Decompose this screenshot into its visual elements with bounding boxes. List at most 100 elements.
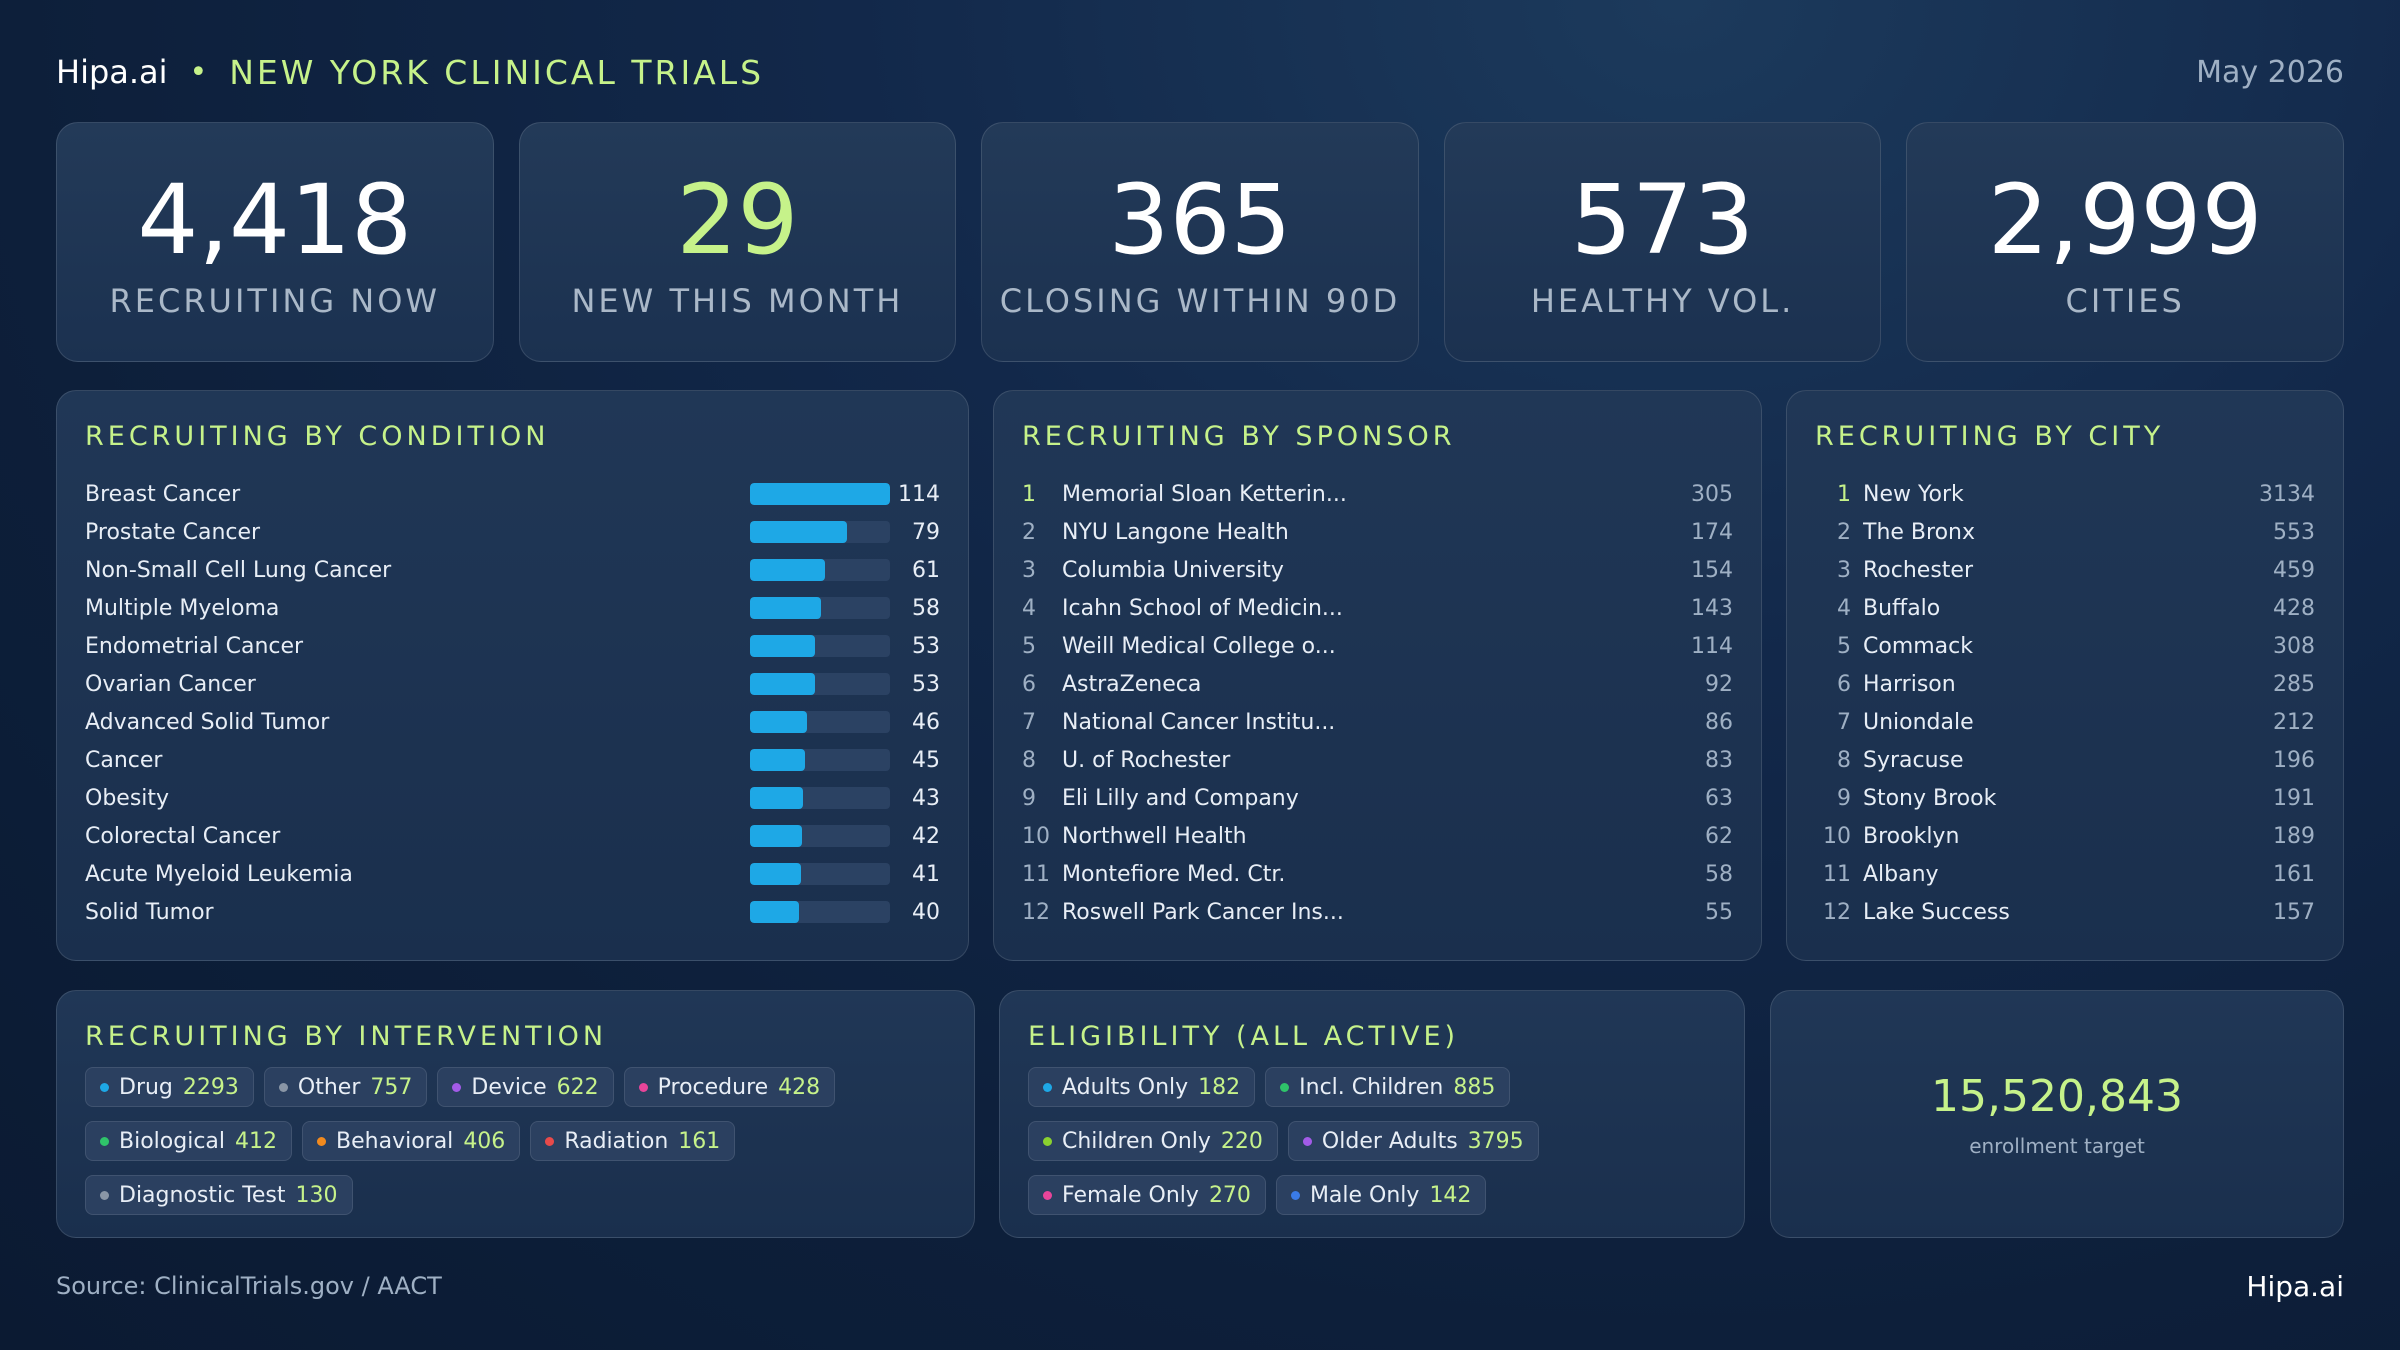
title-separator: • (189, 54, 208, 90)
sponsor-rank: 5 (1022, 633, 1036, 659)
chip-label: Drug (119, 1074, 173, 1100)
sponsor-name: U. of Rochester (1062, 747, 1231, 773)
condition-bar (750, 559, 826, 581)
city-count: 285 (2273, 671, 2315, 697)
sponsor-name: Weill Medical College o... (1062, 633, 1336, 659)
sponsor-rank: 8 (1022, 747, 1036, 773)
condition-bar-track (750, 521, 891, 543)
condition-bar-track (750, 711, 891, 733)
intervention-panel: RECRUITING BY INTERVENTION Drug 2293 Other… (56, 990, 975, 1238)
condition-row: Endometrial Cancer 53 (85, 627, 940, 665)
condition-name: Non-Small Cell Lung Cancer (85, 557, 392, 583)
chip-count: 182 (1198, 1074, 1241, 1100)
city-rank: 4 (1837, 595, 1851, 621)
intervention-chip: Biological 412 (85, 1121, 293, 1161)
condition-bar-track (750, 863, 891, 885)
condition-bar-track (750, 597, 891, 619)
sponsor-rank: 1 (1022, 481, 1036, 507)
condition-panel: RECRUITING BY CONDITION Breast Cancer 114… (56, 390, 969, 961)
condition-count: 61 (912, 557, 940, 583)
city-count: 161 (2273, 861, 2315, 887)
condition-count: 43 (912, 785, 940, 811)
kpi-card-healthy-vol: 573 HEALTHY VOL. (1443, 122, 1882, 362)
city-name: The Bronx (1863, 519, 1975, 545)
city-name: Buffalo (1863, 595, 1941, 621)
kpi-row: 4,418 RECRUITING NOW 29 NEW THIS MONTH 3… (56, 122, 2344, 362)
eligibility-panel: ELIGIBILITY (ALL ACTIVE) Adults Only 182 I… (999, 990, 1745, 1238)
city-row: 1 New York 3134 (1815, 475, 2315, 513)
condition-bar-track (750, 901, 891, 923)
page-title: NEW YORK CLINICAL TRIALS (229, 52, 765, 92)
sponsor-name: Northwell Health (1062, 823, 1247, 849)
sponsor-rank: 7 (1022, 709, 1036, 735)
condition-row: Ovarian Cancer 53 (85, 665, 940, 703)
sponsor-name: Columbia University (1062, 557, 1284, 583)
city-name: Uniondale (1863, 709, 1974, 735)
condition-count: 114 (898, 481, 940, 507)
eligibility-chips: Adults Only 182 Incl. Children 885 Children … (1028, 1067, 1724, 1215)
sponsor-count: 154 (1691, 557, 1733, 583)
condition-bar-track (750, 825, 891, 847)
condition-bar (750, 711, 807, 733)
kpi-label: RECRUITING NOW (109, 282, 441, 320)
sponsor-rank: 9 (1022, 785, 1036, 811)
intervention-chips: Drug 2293 Other 757 Device 622 Procedure 428 Bio… (85, 1067, 954, 1215)
enrollment-label: enrollment target (1969, 1133, 2145, 1158)
enrollment-value: 15,520,843 (1931, 1070, 2183, 1122)
intervention-chip: Radiation 161 (530, 1121, 736, 1161)
chip-count: 2293 (182, 1074, 239, 1100)
condition-bar-track (750, 673, 891, 695)
chip-label: Male Only (1309, 1182, 1420, 1208)
city-row: 8 Syracuse 196 (1815, 741, 2315, 779)
condition-row: Obesity 43 (85, 779, 940, 817)
condition-count: 58 (912, 595, 940, 621)
sponsor-count: 114 (1691, 633, 1733, 659)
eligibility-chip: Adults Only 182 (1028, 1067, 1256, 1107)
chip-label: Diagnostic Test (119, 1182, 286, 1208)
condition-bar (750, 597, 822, 619)
sponsor-count: 305 (1691, 481, 1733, 507)
city-row: 3 Rochester 459 (1815, 551, 2315, 589)
city-count: 428 (2273, 595, 2315, 621)
legend-dot-icon (1280, 1082, 1290, 1092)
sponsor-name: Montefiore Med. Ctr. (1062, 861, 1286, 887)
city-rank: 6 (1837, 671, 1851, 697)
chip-label: Device (471, 1074, 547, 1100)
condition-row: Prostate Cancer 79 (85, 513, 940, 551)
city-row: 11 Albany 161 (1815, 855, 2315, 893)
chip-count: 757 (370, 1074, 413, 1100)
kpi-value: 573 (1570, 164, 1755, 276)
condition-row: Solid Tumor 40 (85, 893, 940, 931)
city-rank: 5 (1837, 633, 1851, 659)
condition-bar (750, 863, 801, 885)
condition-bar-track (750, 749, 891, 771)
city-count: 157 (2273, 899, 2315, 925)
sponsor-name: Icahn School of Medicin... (1062, 595, 1343, 621)
city-count: 196 (2273, 747, 2315, 773)
city-count: 212 (2273, 709, 2315, 735)
legend-dot-icon (1043, 1190, 1052, 1200)
chip-label: Older Adults (1321, 1128, 1458, 1154)
condition-row: Colorectal Cancer 42 (85, 817, 940, 855)
city-name: Brooklyn (1863, 823, 1960, 849)
city-row: 4 Buffalo 428 (1815, 589, 2315, 627)
condition-bar-track (750, 483, 891, 505)
eligibility-chip: Incl. Children 885 (1265, 1067, 1511, 1107)
eligibility-chip: Children Only 220 (1028, 1121, 1278, 1161)
chip-label: Other (297, 1074, 361, 1100)
condition-bar (750, 825, 802, 847)
condition-name: Ovarian Cancer (85, 671, 256, 697)
city-rank: 7 (1837, 709, 1851, 735)
chip-label: Radiation (564, 1128, 669, 1154)
condition-bar (750, 521, 848, 543)
chip-count: 406 (463, 1128, 506, 1154)
kpi-card-recruiting-now: 4,418 RECRUITING NOW (56, 122, 494, 362)
condition-row: Non-Small Cell Lung Cancer 61 (85, 551, 940, 589)
chip-label: Behavioral (336, 1128, 454, 1154)
sponsor-panel: RECRUITING BY SPONSOR 1 Memorial Sloan Ke… (993, 390, 1762, 961)
sponsor-row: 6 AstraZeneca 92 (1022, 665, 1733, 703)
legend-dot-icon (278, 1082, 288, 1092)
city-count: 308 (2273, 633, 2315, 659)
condition-bar (750, 673, 816, 695)
legend-dot-icon (638, 1082, 648, 1092)
